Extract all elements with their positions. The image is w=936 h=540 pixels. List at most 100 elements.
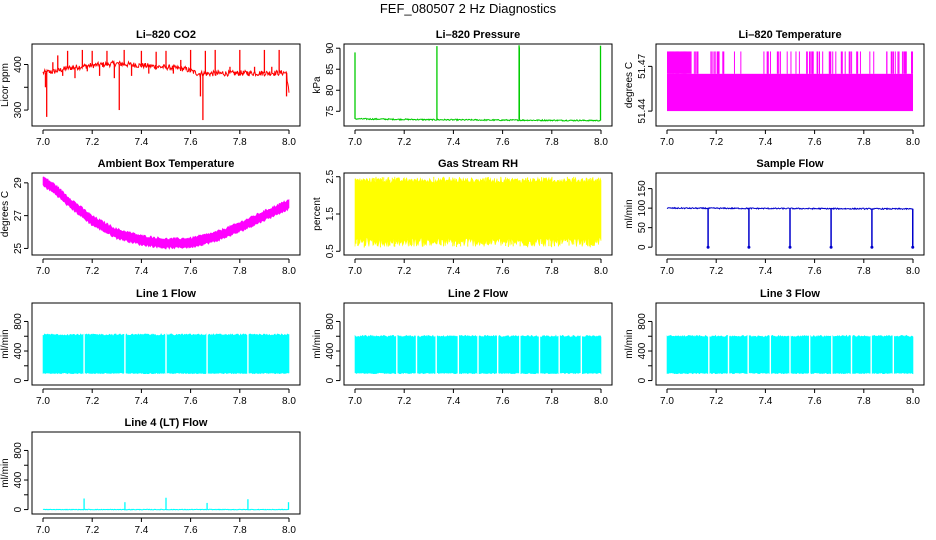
series-band xyxy=(354,176,602,248)
y-axis-label: ml/min xyxy=(624,329,635,358)
x-tick-label: 7.2 xyxy=(709,137,723,148)
series-licor-temp xyxy=(667,51,913,112)
series-line4-flow xyxy=(42,497,290,511)
series-pressure xyxy=(354,45,602,122)
plot-frame xyxy=(655,172,925,256)
chart-title: Line 4 (LT) Flow xyxy=(125,417,208,429)
x-tick-label: 7.4 xyxy=(758,266,772,277)
plot-frame xyxy=(31,302,301,386)
x-tick-label: 7.0 xyxy=(36,396,50,407)
x-tick-label: 8.0 xyxy=(906,396,920,407)
x-tick-label: 7.2 xyxy=(709,266,723,277)
x-tick-label: 7.2 xyxy=(85,396,99,407)
x-tick-label: 7.0 xyxy=(348,266,362,277)
plot-frame xyxy=(31,172,301,256)
x-tick-label: 7.4 xyxy=(134,266,148,277)
y-tick-label: 0 xyxy=(13,377,24,383)
plot-frame xyxy=(31,431,301,515)
x-tick-label: 7.0 xyxy=(348,137,362,148)
chart-line3-flow: Line 3 Flow 7.0 7.2 7.4 7.6 7.8 8.0 0 400 800ml/m… xyxy=(624,288,925,407)
x-tick-label: 7.6 xyxy=(808,266,822,277)
series-line1-flow xyxy=(42,332,290,376)
x-tick-label: 7.2 xyxy=(397,266,411,277)
x-tick-label: 7.4 xyxy=(758,137,772,148)
y-tick-label: 0 xyxy=(637,244,648,250)
temperature-fill xyxy=(667,73,913,112)
temperature-fill xyxy=(667,51,692,74)
y-tick-label: 2.5 xyxy=(325,169,336,183)
series-co2 xyxy=(42,49,290,121)
y-tick-label: 800 xyxy=(325,313,336,330)
x-tick-label: 7.8 xyxy=(857,266,871,277)
chart-line1-flow: Line 1 Flow 7.0 7.2 7.4 7.6 7.8 8.0 0 400 800ml/m… xyxy=(0,288,301,407)
y-tick-label: 51.47 xyxy=(637,53,648,78)
y-tick-label: 51.44 xyxy=(637,98,648,123)
x-tick-label: 8.0 xyxy=(594,396,608,407)
figure-title: FEF_080507 2 Hz Diagnostics xyxy=(379,1,557,16)
y-tick-label: 29 xyxy=(13,177,24,189)
chart-title: Line 2 Flow xyxy=(448,288,508,300)
y-tick-label: 100 xyxy=(637,199,648,216)
y-tick-label: 85 xyxy=(325,63,336,75)
x-tick-label: 7.4 xyxy=(758,396,772,407)
x-tick-label: 7.8 xyxy=(233,137,247,148)
x-tick-label: 7.8 xyxy=(545,396,559,407)
chart-title: Line 1 Flow xyxy=(136,288,196,300)
y-axis-label: ml/min xyxy=(624,199,635,228)
x-tick-label: 7.8 xyxy=(233,396,247,407)
y-tick-label: 80 xyxy=(325,84,336,96)
y-axis-label: kPa xyxy=(312,76,323,94)
series-band xyxy=(42,176,290,250)
x-tick-label: 7.4 xyxy=(446,266,460,277)
chart-title: Li–820 CO2 xyxy=(136,29,196,41)
series-line xyxy=(354,117,602,122)
series-line3-flow xyxy=(666,334,914,376)
x-tick-label: 7.4 xyxy=(446,137,460,148)
x-tick-label: 7.0 xyxy=(348,396,362,407)
dip-point xyxy=(706,245,710,249)
x-tick-label: 7.4 xyxy=(134,525,148,536)
y-tick-label: 25 xyxy=(13,242,24,254)
y-axis-label: ml/min xyxy=(0,329,11,358)
chart-title: Li–820 Temperature xyxy=(738,29,841,41)
x-tick-label: 8.0 xyxy=(282,525,296,536)
plot-frame xyxy=(343,43,613,127)
x-tick-label: 8.0 xyxy=(282,396,296,407)
dip-point xyxy=(911,245,915,249)
dip-point xyxy=(788,245,792,249)
y-axis-label: degrees C xyxy=(624,62,635,108)
chart-co2: Li–820 CO2 7.0 7.2 7.4 7.6 7.8 8.0 300 400Licor … xyxy=(0,29,301,148)
x-tick-label: 7.2 xyxy=(397,396,411,407)
y-tick-label: 400 xyxy=(637,342,648,359)
chart-title: Sample Flow xyxy=(756,158,824,170)
x-tick-label: 7.2 xyxy=(85,137,99,148)
x-tick-label: 7.2 xyxy=(85,266,99,277)
x-tick-label: 7.6 xyxy=(184,525,198,536)
series-line2-flow xyxy=(354,334,602,376)
y-tick-label: 90 xyxy=(325,42,336,54)
chart-rh: Gas Stream RH 7.0 7.2 7.4 7.6 7.8 8.0 0.5 1.5 2.5… xyxy=(312,158,613,277)
y-tick-label: 50 xyxy=(637,222,648,234)
x-tick-label: 7.6 xyxy=(496,266,510,277)
x-tick-label: 7.6 xyxy=(808,137,822,148)
x-tick-label: 7.6 xyxy=(184,396,198,407)
series-rh xyxy=(354,176,602,248)
x-tick-label: 7.0 xyxy=(36,266,50,277)
chart-pressure: Li–820 Pressure 7.0 7.2 7.4 7.6 7.8 8.0 75 80 85 9… xyxy=(312,29,613,148)
y-tick-label: 800 xyxy=(13,313,24,330)
x-tick-label: 7.0 xyxy=(660,266,674,277)
y-axis-label: percent xyxy=(312,197,323,231)
plot-frame xyxy=(343,172,613,256)
y-axis-label: Licor ppm xyxy=(0,63,11,107)
plot-frame xyxy=(343,302,613,386)
x-tick-label: 7.8 xyxy=(857,396,871,407)
x-tick-label: 7.4 xyxy=(134,137,148,148)
x-tick-label: 7.6 xyxy=(496,137,510,148)
x-tick-label: 7.8 xyxy=(233,266,247,277)
y-tick-label: 800 xyxy=(13,442,24,459)
y-axis-label: ml/min xyxy=(0,458,11,487)
y-tick-label: 0 xyxy=(325,377,336,383)
x-tick-label: 7.0 xyxy=(660,137,674,148)
x-tick-label: 7.6 xyxy=(184,266,198,277)
